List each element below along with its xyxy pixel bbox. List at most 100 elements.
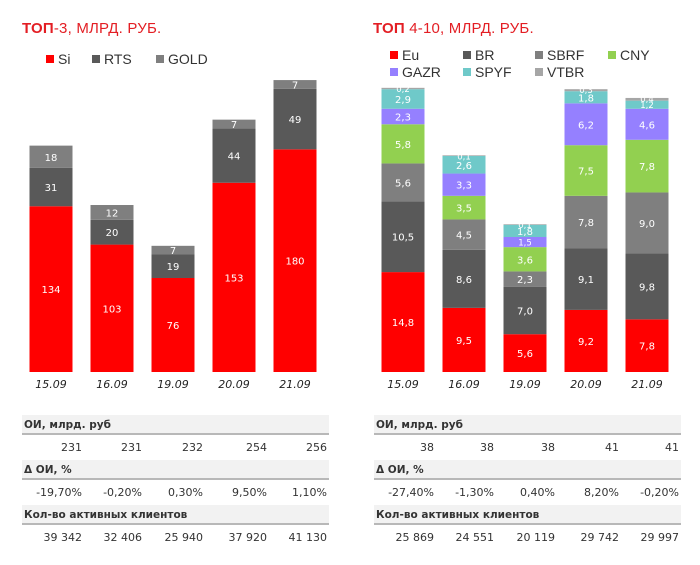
legend-label: GOLD [168,51,208,67]
table-cell: 256 [306,441,327,454]
bar-stack-19.09: 76 19 7 [151,245,195,372]
legend-label: CNY [620,47,650,63]
bar-segment-spyf [503,224,547,237]
data-label-vtbr: 0,3 [579,86,593,96]
legend-label: VTBR [547,64,585,80]
bar-segment-rts [90,219,134,245]
bar-segment-spyf [564,91,608,104]
bar-segment-sbrf [564,195,608,249]
table-cell: -0,20% [103,486,142,499]
x-tick-label: 19.09 [509,378,541,391]
legend-item-si: Si [46,51,70,67]
table-cell: -27,40% [388,486,434,499]
data-label-eu: 14,8 [392,318,414,329]
table-cell: 1,10% [292,486,327,499]
data-label-br: 9,8 [639,282,655,293]
bar-segment-cny [564,145,608,196]
bar-segment-br [442,249,486,308]
table-cell: 38 [480,441,494,454]
legend-label: RTS [104,51,132,67]
bar-stack-21.09: 7,8 9,8 9,0 7,8 4,6 1,20,4 [625,95,669,372]
bar-segment-br [564,248,608,310]
table-cell: 41 [665,441,679,454]
bar-segment-gazr [381,108,425,125]
table-cell: 25 869 [395,531,435,544]
data-label-sbrf: 9,0 [639,219,655,230]
bar-segment-gazr [625,108,669,140]
table-row: 38 38 38 41 41 [374,441,681,459]
data-label-rts: 19 [167,262,180,273]
data-label-gold: 18 [45,153,58,164]
title-rest: 4-10, МЛРД. РУБ. [404,20,534,37]
data-label-si: 153 [224,273,243,284]
bar-segment-gold [90,205,134,220]
bar-stack-15.09: 14,8 10,5 5,6 5,8 2,3 2,90,2 [381,85,425,372]
data-label-vtbr: 0,1 [518,221,532,231]
bar-segment-eu [381,272,425,372]
table-row-header: Кол-во активных клиентов [22,505,329,525]
legend-swatch-vtbr [535,68,543,76]
data-label-rts: 49 [289,115,302,126]
top3-stats-table: ОИ, млрд. руб 231 231 232 254 256 Δ ОИ, % -19,7… [22,415,329,565]
table-cell: 8,20% [584,486,619,499]
data-label-br: 10,5 [392,233,414,244]
bar-segment-si [212,182,256,372]
data-label-gazr: 1,5 [518,239,532,249]
legend-item-gazr: GAZR [390,64,441,80]
table-cell: -0,20% [640,486,679,499]
top3-panel: ТОП-3, МЛРД. РУБ. Si RTS GOLD 134 31 18 15.09… [0,0,350,565]
top3-stacked-bar-chart: 134 31 18 15.09 103 20 12 16.09 76 19 7 19.09 153 44 7… [29,80,317,391]
table-row: -27,40% -1,30% 0,40% 8,20% -0,20% [374,486,681,504]
top3-legend: Si RTS GOLD [0,0,350,80]
legend-swatch-eu [390,51,398,59]
data-label-gold: 7 [170,246,176,257]
table-row-header: Δ ОИ, % [22,460,329,480]
table-cell: 20 119 [516,531,556,544]
data-label-vtbr: 0,4 [640,95,654,105]
legend-label: BR [475,47,495,63]
x-tick-label: 16.09 [448,378,480,391]
bar-segment-br [625,253,669,320]
table-cell: 0,40% [520,486,555,499]
legend-item-sbrf: SBRF [535,47,584,63]
bar-stack-20.09: 9,2 9,1 7,8 7,5 6,2 1,80,3 [564,86,608,372]
table-cell: 38 [541,441,555,454]
data-label-gazr: 2,3 [395,113,411,124]
table-cell: 39 342 [43,531,83,544]
top4-10-legend: Eu BR SBRF CNY GAZR SPYF VTBR [350,0,700,85]
legend-item-gold: GOLD [156,51,208,67]
data-label-si: 134 [41,285,60,296]
top4-10-stacked-bar-chart: 14,8 10,5 5,6 5,8 2,3 2,90,2 15.09 9,5 8,6 4,5 3,5… [381,85,669,391]
data-label-si: 180 [285,257,304,268]
bar-segment-cny [503,247,547,272]
bar-segment-eu [564,309,608,372]
bar-segment-rts [273,88,317,150]
x-tick-label: 15.09 [387,378,419,391]
table-row: -19,70% -0,20% 0,30% 9,50% 1,10% [22,486,329,504]
x-tick-label: 16.09 [96,378,128,391]
bar-segment-br [503,286,547,335]
bar-segment-eu [625,319,669,372]
data-label-gazr: 3,3 [456,181,472,192]
x-tick-label: 20.09 [218,378,250,391]
legend-label: GAZR [402,64,441,80]
bar-segment-eu [442,307,486,372]
bar-segment-vtbr [564,89,608,92]
data-label-sbrf: 5,6 [395,178,411,189]
top4-10-chart-title: ТОП 4-10, МЛРД. РУБ. [373,20,534,37]
legend-item-cny: CNY [608,47,650,63]
bar-segment-vtbr [381,87,425,90]
legend-item-vtbr: VTBR [535,64,584,80]
data-label-si: 103 [102,304,121,315]
table-cell: -1,30% [455,486,494,499]
data-label-br: 9,1 [578,275,594,286]
table-cell: 41 130 [288,531,328,544]
data-label-si: 76 [167,321,180,332]
bar-stack-19.09: 5,6 7,0 2,3 3,6 1,51,80,1 [503,221,547,372]
legend-swatch-si [46,55,54,63]
data-label-spyf: 2,6 [456,161,472,172]
bar-segment-gold [273,80,317,89]
table-row-header: Δ ОИ, % [374,460,681,480]
table-cell: 232 [182,441,203,454]
bar-segment-spyf [625,100,669,109]
